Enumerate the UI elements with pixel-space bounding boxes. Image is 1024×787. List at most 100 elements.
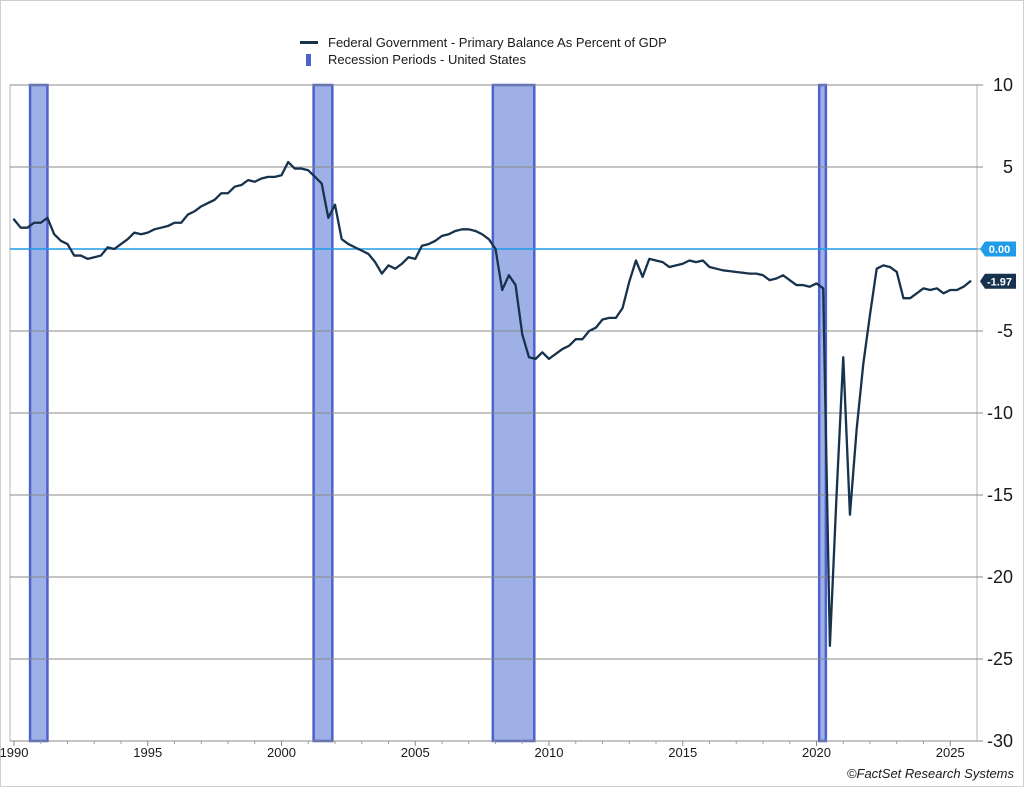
- zero-value-badge-shape: [980, 241, 1016, 257]
- data-point: [200, 206, 202, 208]
- data-point: [916, 292, 918, 294]
- data-point: [33, 222, 35, 224]
- data-point: [749, 273, 751, 275]
- data-point: [602, 319, 604, 321]
- x-tick-label-6: 2020: [802, 745, 831, 760]
- data-point: [615, 317, 617, 319]
- data-point: [889, 266, 891, 268]
- data-point: [187, 214, 189, 216]
- data-point: [475, 230, 477, 232]
- data-point: [374, 261, 376, 263]
- data-point: [281, 174, 283, 176]
- data-point: [174, 222, 176, 224]
- data-point: [542, 352, 544, 354]
- data-point: [515, 284, 517, 286]
- zero-value-badge-text: 0.00: [989, 244, 1010, 256]
- y-tick-label-1: 5: [1003, 157, 1013, 177]
- x-tick-label-4: 2010: [535, 745, 564, 760]
- last-value-badge: -1.97: [980, 273, 1016, 289]
- data-point: [883, 265, 885, 267]
- data-point: [267, 176, 269, 178]
- legend-line-swatch: [300, 41, 318, 45]
- data-point: [13, 219, 15, 221]
- data-point: [842, 356, 844, 358]
- data-point: [675, 265, 677, 267]
- y-tick-label-6: -20: [987, 567, 1013, 587]
- data-point: [421, 245, 423, 247]
- data-point: [970, 281, 972, 283]
- data-point: [247, 179, 249, 181]
- data-point: [635, 260, 637, 262]
- data-point: [649, 258, 651, 260]
- y-tick-label-5: -15: [987, 485, 1013, 505]
- data-point: [114, 248, 116, 250]
- data-point: [93, 256, 95, 258]
- data-point: [67, 243, 69, 245]
- data-point: [769, 279, 771, 281]
- data-point: [87, 258, 89, 260]
- y-tick-label-0: 10: [993, 75, 1013, 95]
- data-point: [261, 178, 263, 180]
- data-point: [167, 225, 169, 227]
- data-point: [555, 353, 557, 355]
- data-point: [20, 227, 22, 229]
- data-point: [562, 348, 564, 350]
- y-tick-label-3: -5: [997, 321, 1013, 341]
- data-point: [47, 217, 49, 219]
- data-point: [381, 273, 383, 275]
- data-point: [662, 261, 664, 263]
- data-point: [435, 240, 437, 242]
- x-tick-label-0: 1990: [0, 745, 28, 760]
- last-value-badge-text: -1.97: [987, 276, 1012, 288]
- data-point: [241, 184, 243, 186]
- data-point: [134, 232, 136, 234]
- data-point: [254, 181, 256, 183]
- data-point: [709, 266, 711, 268]
- data-point: [729, 270, 731, 272]
- data-point: [368, 253, 370, 255]
- data-point: [488, 238, 490, 240]
- data-point: [160, 227, 162, 229]
- data-point: [341, 238, 343, 240]
- data-point: [568, 345, 570, 347]
- data-point: [802, 284, 804, 286]
- data-point: [455, 230, 457, 232]
- data-point: [354, 247, 356, 249]
- data-point: [655, 260, 657, 262]
- x-tick-label-1: 1995: [133, 745, 162, 760]
- data-point: [140, 233, 142, 235]
- data-point: [595, 327, 597, 329]
- data-point: [401, 263, 403, 265]
- data-point: [227, 192, 229, 194]
- legend-bar-swatch: [306, 53, 311, 66]
- data-point: [762, 274, 764, 276]
- data-point: [756, 273, 758, 275]
- data-point: [60, 240, 62, 242]
- data-point: [147, 232, 149, 234]
- data-point: [582, 338, 584, 340]
- zero-value-badge: 0.00: [980, 241, 1016, 257]
- data-point: [796, 284, 798, 286]
- data-point: [461, 229, 463, 231]
- data-point: [816, 283, 818, 285]
- data-point: [929, 289, 931, 291]
- data-point: [127, 238, 129, 240]
- data-point: [428, 243, 430, 245]
- data-point: [521, 333, 523, 335]
- legend-item-recession: Recession Periods - United States: [300, 51, 667, 68]
- data-point: [722, 270, 724, 272]
- data-point: [622, 307, 624, 309]
- data-point: [448, 233, 450, 235]
- data-point: [441, 235, 443, 237]
- data-point: [909, 297, 911, 299]
- last-value-badge-shape: [980, 273, 1016, 289]
- data-point: [314, 176, 316, 178]
- data-point: [956, 289, 958, 291]
- data-point: [608, 317, 610, 319]
- data-point: [949, 289, 951, 291]
- data-point: [863, 363, 865, 365]
- data-point: [307, 169, 309, 171]
- y-tick-label-8: -30: [987, 731, 1013, 751]
- data-point: [361, 250, 363, 252]
- data-point: [822, 288, 824, 290]
